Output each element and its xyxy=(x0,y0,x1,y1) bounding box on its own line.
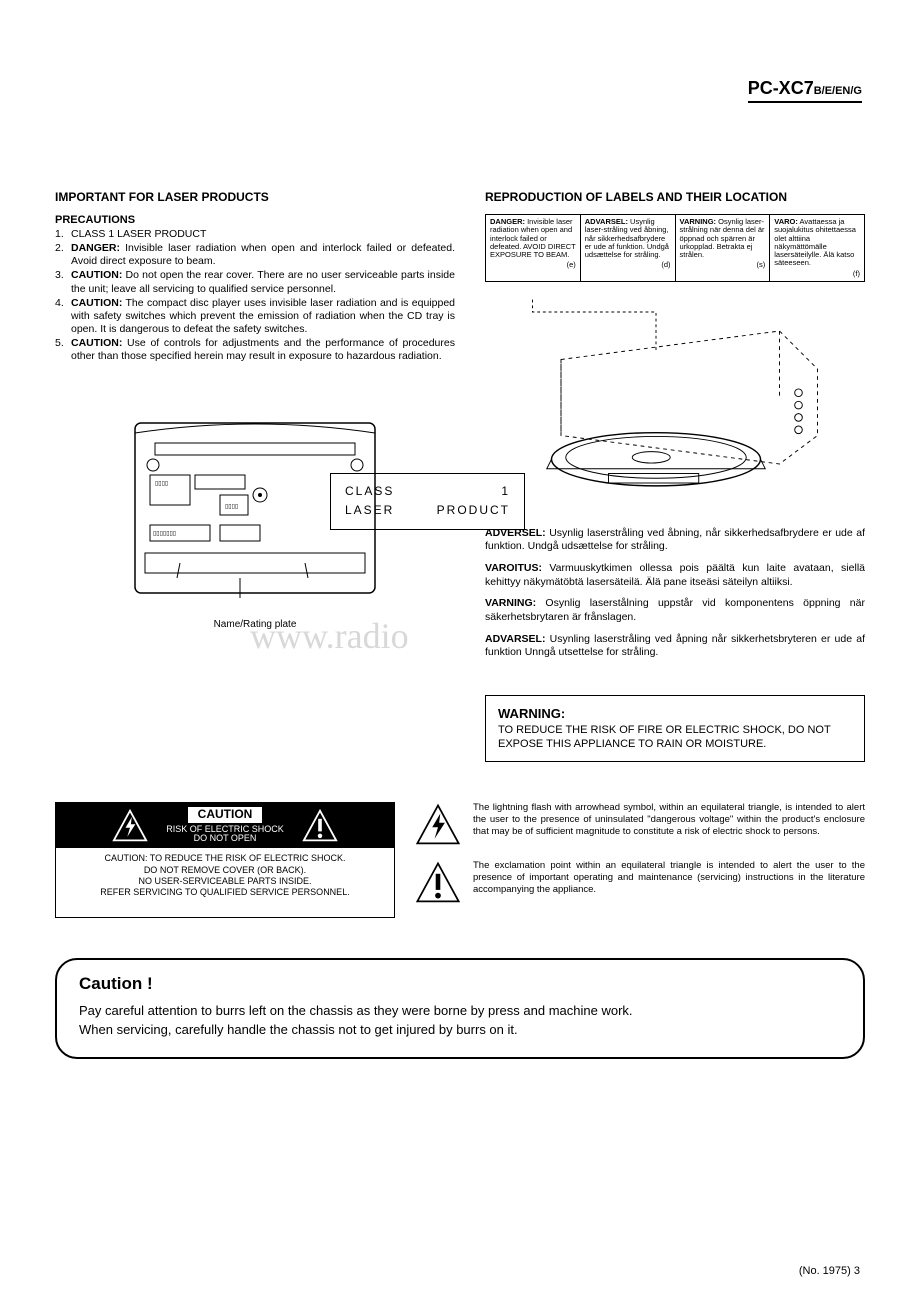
caution-footer-title: Caution ! xyxy=(79,974,841,994)
list-item: 5.CAUTION: Use of controls for adjustmen… xyxy=(55,337,455,363)
exclamation-triangle-icon xyxy=(302,808,338,844)
warning-text: TO REDUCE THE RISK OF FIRE OR ELECTRIC S… xyxy=(498,723,852,752)
caution-bottom-text: CAUTION: TO REDUCE THE RISK OF ELECTRIC … xyxy=(56,848,394,903)
labels-box: DANGER: Invisible laser radiation when o… xyxy=(485,214,865,282)
exclamation-explanation: The exclamation point within an equilate… xyxy=(415,860,865,906)
exclamation-triangle-icon xyxy=(415,860,461,906)
lightning-explanation: The lightning flash with arrowhead symbo… xyxy=(415,802,865,848)
model-main: PC-XC7 xyxy=(748,78,814,98)
lightning-triangle-icon xyxy=(415,802,461,848)
svg-text:▯▯▯▯: ▯▯▯▯ xyxy=(225,504,238,510)
list-item: 3.CAUTION: Do not open the rear cover. T… xyxy=(55,269,455,295)
list-item: 2.DANGER: Invisible laser radiation when… xyxy=(55,242,455,268)
name-plate-caption: Name/Rating plate xyxy=(55,619,455,630)
list-item: 1.CLASS 1 LASER PRODUCT xyxy=(55,228,455,241)
model-number: PC-XC7B/E/EN/G xyxy=(748,78,862,103)
labels-title: REPRODUCTION OF LABELS AND THEIR LOCATIO… xyxy=(485,190,865,204)
lightning-triangle-icon xyxy=(112,808,148,844)
caution-label: CAUTION RISK OF ELECTRIC SHOCK DO NOT OP… xyxy=(55,802,395,918)
cd-player-diagram xyxy=(485,297,865,517)
caution-title: CAUTION xyxy=(188,807,263,822)
model-suffix: B/E/EN/G xyxy=(814,85,862,97)
multilang-warnings: ADVERSEL: Usynlig laserstråling ved åbni… xyxy=(485,527,865,660)
warning-box: WARNING: TO REDUCE THE RISK OF FIRE OR E… xyxy=(485,695,865,762)
page-number: (No. 1975) 3 xyxy=(799,1265,860,1277)
list-item: 4.CAUTION: The compact disc player uses … xyxy=(55,297,455,336)
warning-title: WARNING: xyxy=(498,706,852,723)
laser-title: IMPORTANT FOR LASER PRODUCTS xyxy=(55,190,455,204)
caution-footer: Caution ! Pay careful attention to burrs… xyxy=(55,958,865,1058)
svg-text:▯▯▯▯: ▯▯▯▯ xyxy=(155,481,168,487)
svg-text:▯▯▯▯▯▯▯: ▯▯▯▯▯▯▯ xyxy=(153,531,176,537)
precaution-list: 1.CLASS 1 LASER PRODUCT 2.DANGER: Invisi… xyxy=(55,228,455,363)
precautions-title: PRECAUTIONS xyxy=(55,214,455,226)
